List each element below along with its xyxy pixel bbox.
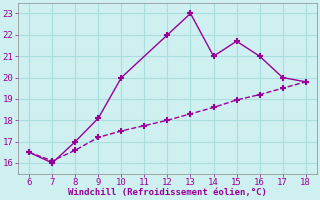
X-axis label: Windchill (Refroidissement éolien,°C): Windchill (Refroidissement éolien,°C) xyxy=(68,188,267,197)
